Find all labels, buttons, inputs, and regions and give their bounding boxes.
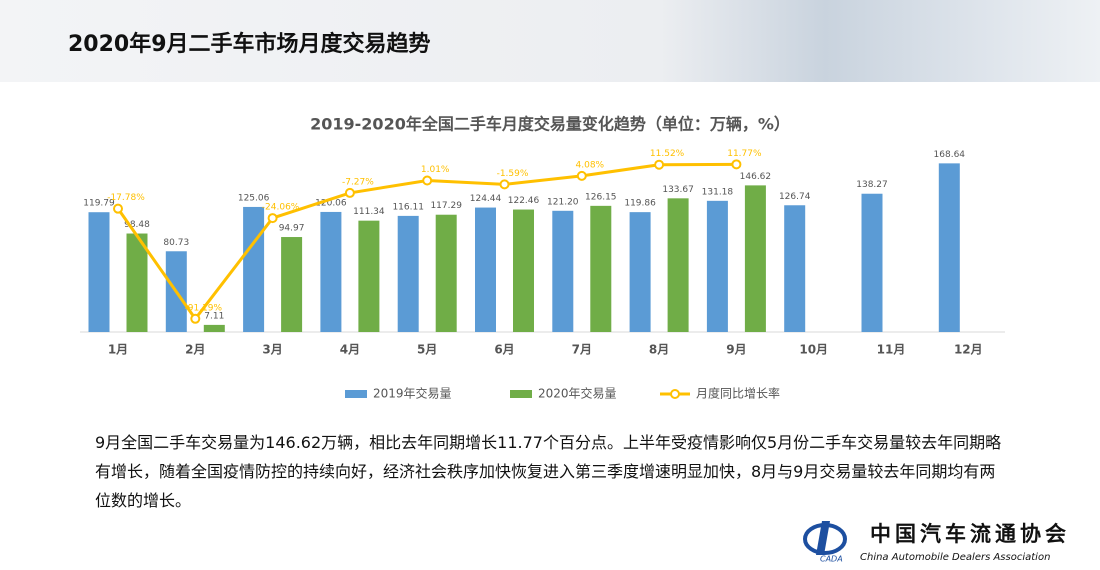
bar: [513, 209, 534, 332]
data-label: 117.29: [430, 201, 462, 211]
data-label: -1.59%: [497, 169, 529, 179]
legend-label: 月度同比增长率: [696, 386, 780, 401]
data-label: -91.19%: [185, 303, 223, 313]
bar: [243, 206, 265, 332]
data-label: 122.46: [508, 196, 540, 206]
x-tick-label: 12月: [954, 343, 983, 357]
bar: [126, 233, 148, 332]
header: 2020年9月二手车市场月度交易趋势: [0, 0, 1100, 82]
x-tick-label: 2月: [185, 343, 205, 357]
data-label: 126.74: [779, 192, 811, 202]
line-point: [731, 159, 742, 170]
data-label: 121.20: [547, 197, 579, 207]
legend-swatch: [510, 390, 532, 398]
x-tick-label: 6月: [494, 343, 514, 357]
line-point: [113, 203, 123, 214]
bar: [397, 215, 419, 332]
bar: [706, 200, 728, 332]
line-point: [344, 187, 355, 198]
data-label: 119.86: [624, 199, 656, 209]
bar: [590, 205, 612, 332]
x-tick-label: 9月: [726, 343, 746, 357]
logo: CADA 中国汽车流通协会 China Automobile Dealers A…: [803, 521, 1070, 564]
x-tick-label: 5月: [417, 343, 437, 357]
data-label: 7.11: [204, 311, 224, 321]
bar: [320, 211, 342, 332]
data-label: 4.08%: [576, 160, 605, 170]
bar: [203, 324, 225, 332]
bar: [435, 214, 457, 332]
x-tick-label: 1月: [108, 343, 128, 357]
bar: [88, 212, 110, 332]
line-point: [267, 213, 278, 224]
bar: [784, 205, 806, 332]
line-point: [422, 175, 433, 186]
data-label: 120.06: [315, 198, 347, 208]
logo-abbr: CADA: [820, 555, 843, 564]
legend-label: 2019年交易量: [373, 386, 452, 401]
data-label: 116.11: [392, 202, 424, 212]
data-label: -7.27%: [342, 177, 374, 187]
data-label: 146.62: [740, 172, 772, 182]
data-label: 94.97: [279, 224, 305, 234]
legend-label: 2020年交易量: [538, 386, 617, 401]
legend-swatch: [670, 389, 680, 399]
data-label: 133.67: [662, 185, 694, 195]
data-label: 98.48: [124, 220, 150, 230]
logo-name: 中国汽车流通协会: [870, 522, 1070, 546]
logo-mark: [816, 521, 830, 555]
bar: [629, 212, 651, 332]
data-label: -24.06%: [262, 203, 300, 213]
x-tick-label: 10月: [799, 343, 828, 357]
line-point: [190, 313, 201, 324]
data-label: 80.73: [163, 238, 189, 248]
data-label: 125.06: [238, 193, 270, 203]
bar: [938, 163, 960, 332]
x-tick-label: 11月: [877, 343, 906, 357]
body-text: 9月全国二手车交易量为146.62万辆，相比去年同期增长11.77个百分点。上半…: [95, 433, 1002, 510]
bar: [667, 198, 689, 332]
line-point: [499, 179, 510, 190]
bar: [744, 185, 766, 332]
bar: [281, 237, 303, 332]
x-tick-label: 4月: [340, 343, 360, 357]
data-label: 11.77%: [727, 149, 762, 159]
data-label: 119.79: [83, 199, 115, 209]
bar: [552, 210, 574, 332]
logo-english: China Automobile Dealers Association: [860, 552, 1050, 563]
line-point: [654, 159, 665, 170]
x-tick-label: 8月: [649, 343, 669, 357]
data-label: 138.27: [856, 180, 888, 190]
x-tick-label: 3月: [262, 343, 282, 357]
chart: 2019-2020年全国二手车月度交易量变化趋势（单位：万辆，%） 1月 2月 3月…: [80, 115, 1005, 401]
page-title: 2020年9月二手车市场月度交易趋势: [68, 32, 431, 57]
data-label: 131.18: [702, 187, 734, 197]
bar: [475, 207, 496, 332]
data-label: 111.34: [353, 207, 385, 217]
chart-title: 2019-2020年全国二手车月度交易量变化趋势（单位：万辆，%）: [310, 115, 790, 134]
data-label: -17.78%: [107, 193, 145, 203]
data-label: 11.52%: [650, 149, 685, 159]
data-label: 124.44: [470, 194, 502, 204]
bar: [861, 193, 883, 332]
data-label: 1.01%: [421, 165, 450, 175]
data-label: 126.15: [585, 192, 617, 202]
legend-swatch: [345, 390, 367, 398]
bar: [358, 220, 380, 332]
x-tick-label: 7月: [572, 343, 592, 357]
data-label: 168.64: [934, 150, 966, 160]
line-point: [576, 170, 587, 181]
